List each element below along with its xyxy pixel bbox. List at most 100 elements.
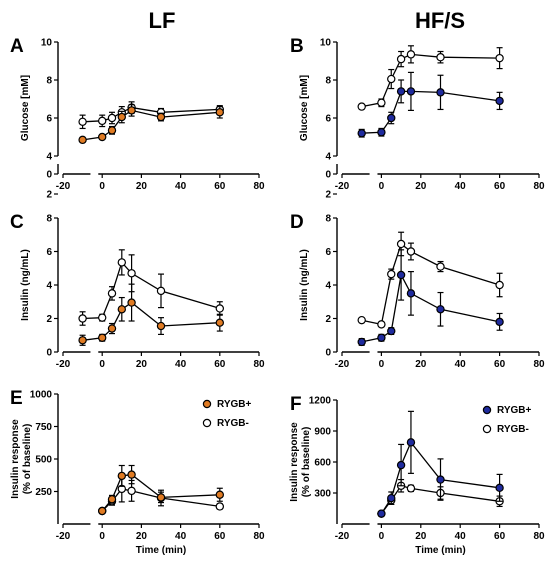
series-line bbox=[361, 90, 500, 134]
y-tick-label: 0 bbox=[325, 170, 331, 181]
data-point bbox=[78, 336, 87, 345]
y-tick-label: 1000 bbox=[30, 390, 53, 401]
x-tick-label: -20 bbox=[56, 531, 71, 542]
y-tick-label: 8 bbox=[46, 76, 52, 87]
y-tick-label: 0 bbox=[46, 348, 52, 359]
series-rygb-plus bbox=[78, 283, 224, 346]
y-tick-label: 4 bbox=[46, 152, 52, 163]
data-point bbox=[357, 128, 366, 138]
data-point bbox=[396, 54, 406, 64]
y-axis-label: Insulin response bbox=[289, 422, 300, 502]
x-tick-label: 20 bbox=[136, 531, 148, 542]
chart-panel-f: F 300 600 900 1200 -20 0 20 40 60 80 Insulin respon… bbox=[289, 394, 545, 556]
x-tick-label: 60 bbox=[214, 359, 226, 370]
series-rygb-minus bbox=[357, 231, 504, 329]
data-point bbox=[107, 113, 117, 123]
data-point bbox=[377, 333, 386, 342]
legend-label-rygb-minus: RYGB- bbox=[497, 424, 529, 435]
panel-tag: B bbox=[290, 36, 304, 57]
x-tick-label: 80 bbox=[253, 181, 265, 192]
series-rygb-plus bbox=[357, 249, 504, 347]
x-tick-label: 40 bbox=[175, 359, 187, 370]
x-tick-label: -20 bbox=[56, 359, 71, 370]
y-tick-label: 10 bbox=[41, 38, 53, 49]
x-tick-label: 80 bbox=[253, 359, 265, 370]
series-line bbox=[82, 261, 220, 320]
x-tick-label: -20 bbox=[335, 181, 350, 192]
data-point bbox=[78, 117, 87, 127]
legend: RYGB+ RYGB- bbox=[482, 405, 532, 435]
y-tick-label: 300 bbox=[314, 489, 331, 500]
data-point bbox=[436, 262, 445, 271]
data-point bbox=[495, 280, 504, 290]
x-tick-label: -20 bbox=[335, 359, 350, 370]
panel-tag: C bbox=[10, 212, 24, 233]
data-point bbox=[436, 88, 445, 97]
y-axis-label: Glucose [mM] bbox=[20, 75, 31, 141]
data-point bbox=[107, 324, 117, 333]
data-point bbox=[396, 270, 406, 280]
data-point bbox=[406, 247, 416, 256]
legend: RYGB+ RYGB- bbox=[202, 399, 252, 429]
y-tick-label: 2 bbox=[46, 314, 52, 325]
column-title-hfs: HF/S bbox=[415, 8, 465, 33]
data-point bbox=[78, 314, 87, 323]
x-tick-label: 80 bbox=[533, 531, 545, 542]
data-point bbox=[377, 128, 386, 137]
data-point bbox=[127, 470, 136, 479]
x-tick-label: 20 bbox=[415, 359, 427, 370]
legend-marker-rygb-minus bbox=[202, 418, 212, 428]
y-tick-label: 0 bbox=[325, 348, 331, 359]
y-axis-label: Insulin (ng/mL) bbox=[299, 249, 310, 321]
data-point bbox=[107, 289, 117, 298]
series-rygb-plus bbox=[357, 71, 504, 138]
data-point bbox=[387, 74, 396, 84]
x-axis-label: Time (min) bbox=[415, 545, 465, 556]
data-point bbox=[127, 106, 136, 115]
data-point bbox=[156, 321, 166, 331]
data-point bbox=[215, 502, 224, 511]
y-tick-label: 500 bbox=[35, 455, 52, 466]
data-point bbox=[97, 313, 107, 322]
x-tick-label: 20 bbox=[415, 531, 427, 542]
panel-tag: A bbox=[10, 36, 24, 57]
y-tick-label: 4 bbox=[325, 281, 331, 292]
data-point bbox=[357, 337, 366, 347]
data-point bbox=[436, 305, 445, 314]
y-tick-label: 6 bbox=[325, 114, 331, 125]
x-tick-label: 20 bbox=[136, 359, 148, 370]
data-point bbox=[357, 102, 366, 111]
y-axis-label: Insulin (ng/mL) bbox=[20, 249, 31, 321]
legend-marker-rygb-minus bbox=[482, 424, 492, 434]
x-tick-label: 60 bbox=[494, 531, 506, 542]
x-tick-label: 40 bbox=[175, 531, 187, 542]
x-tick-label: 80 bbox=[533, 181, 545, 192]
chart-panel-c: C 0 2 4 6 8 -20 0 20 40 60 80 Insulin (ng/mL) bbox=[10, 212, 265, 370]
y-tick-label: 4 bbox=[325, 152, 331, 163]
x-tick-label: 80 bbox=[253, 531, 265, 542]
chart-panel-d: D 0 2 4 6 8 -20 0 20 40 60 80 Insulin (ng/mL) bbox=[290, 212, 545, 370]
y-tick-label: 600 bbox=[314, 458, 331, 469]
x-tick-label: 0 bbox=[99, 359, 105, 370]
data-point bbox=[357, 315, 366, 325]
data-point bbox=[436, 53, 445, 62]
x-tick-label: 20 bbox=[136, 181, 148, 192]
data-point bbox=[387, 326, 396, 336]
y-axis-label-2: (% of baseline) bbox=[22, 424, 33, 495]
data-point bbox=[97, 132, 107, 142]
y-tick-label: 2 bbox=[325, 314, 331, 325]
y-tick-label: 2 bbox=[325, 190, 331, 201]
x-tick-label: -20 bbox=[56, 181, 71, 192]
x-tick-label: 0 bbox=[99, 531, 105, 542]
y-tick-label: 8 bbox=[325, 214, 331, 225]
panel-tag: E bbox=[10, 388, 23, 409]
data-point bbox=[107, 495, 117, 504]
data-point bbox=[377, 98, 386, 108]
data-point bbox=[396, 87, 406, 96]
x-tick-label: 40 bbox=[175, 181, 187, 192]
y-tick-label: 6 bbox=[46, 247, 52, 258]
y-tick-label: 900 bbox=[314, 427, 331, 438]
data-point bbox=[215, 490, 224, 499]
data-point bbox=[387, 269, 396, 279]
